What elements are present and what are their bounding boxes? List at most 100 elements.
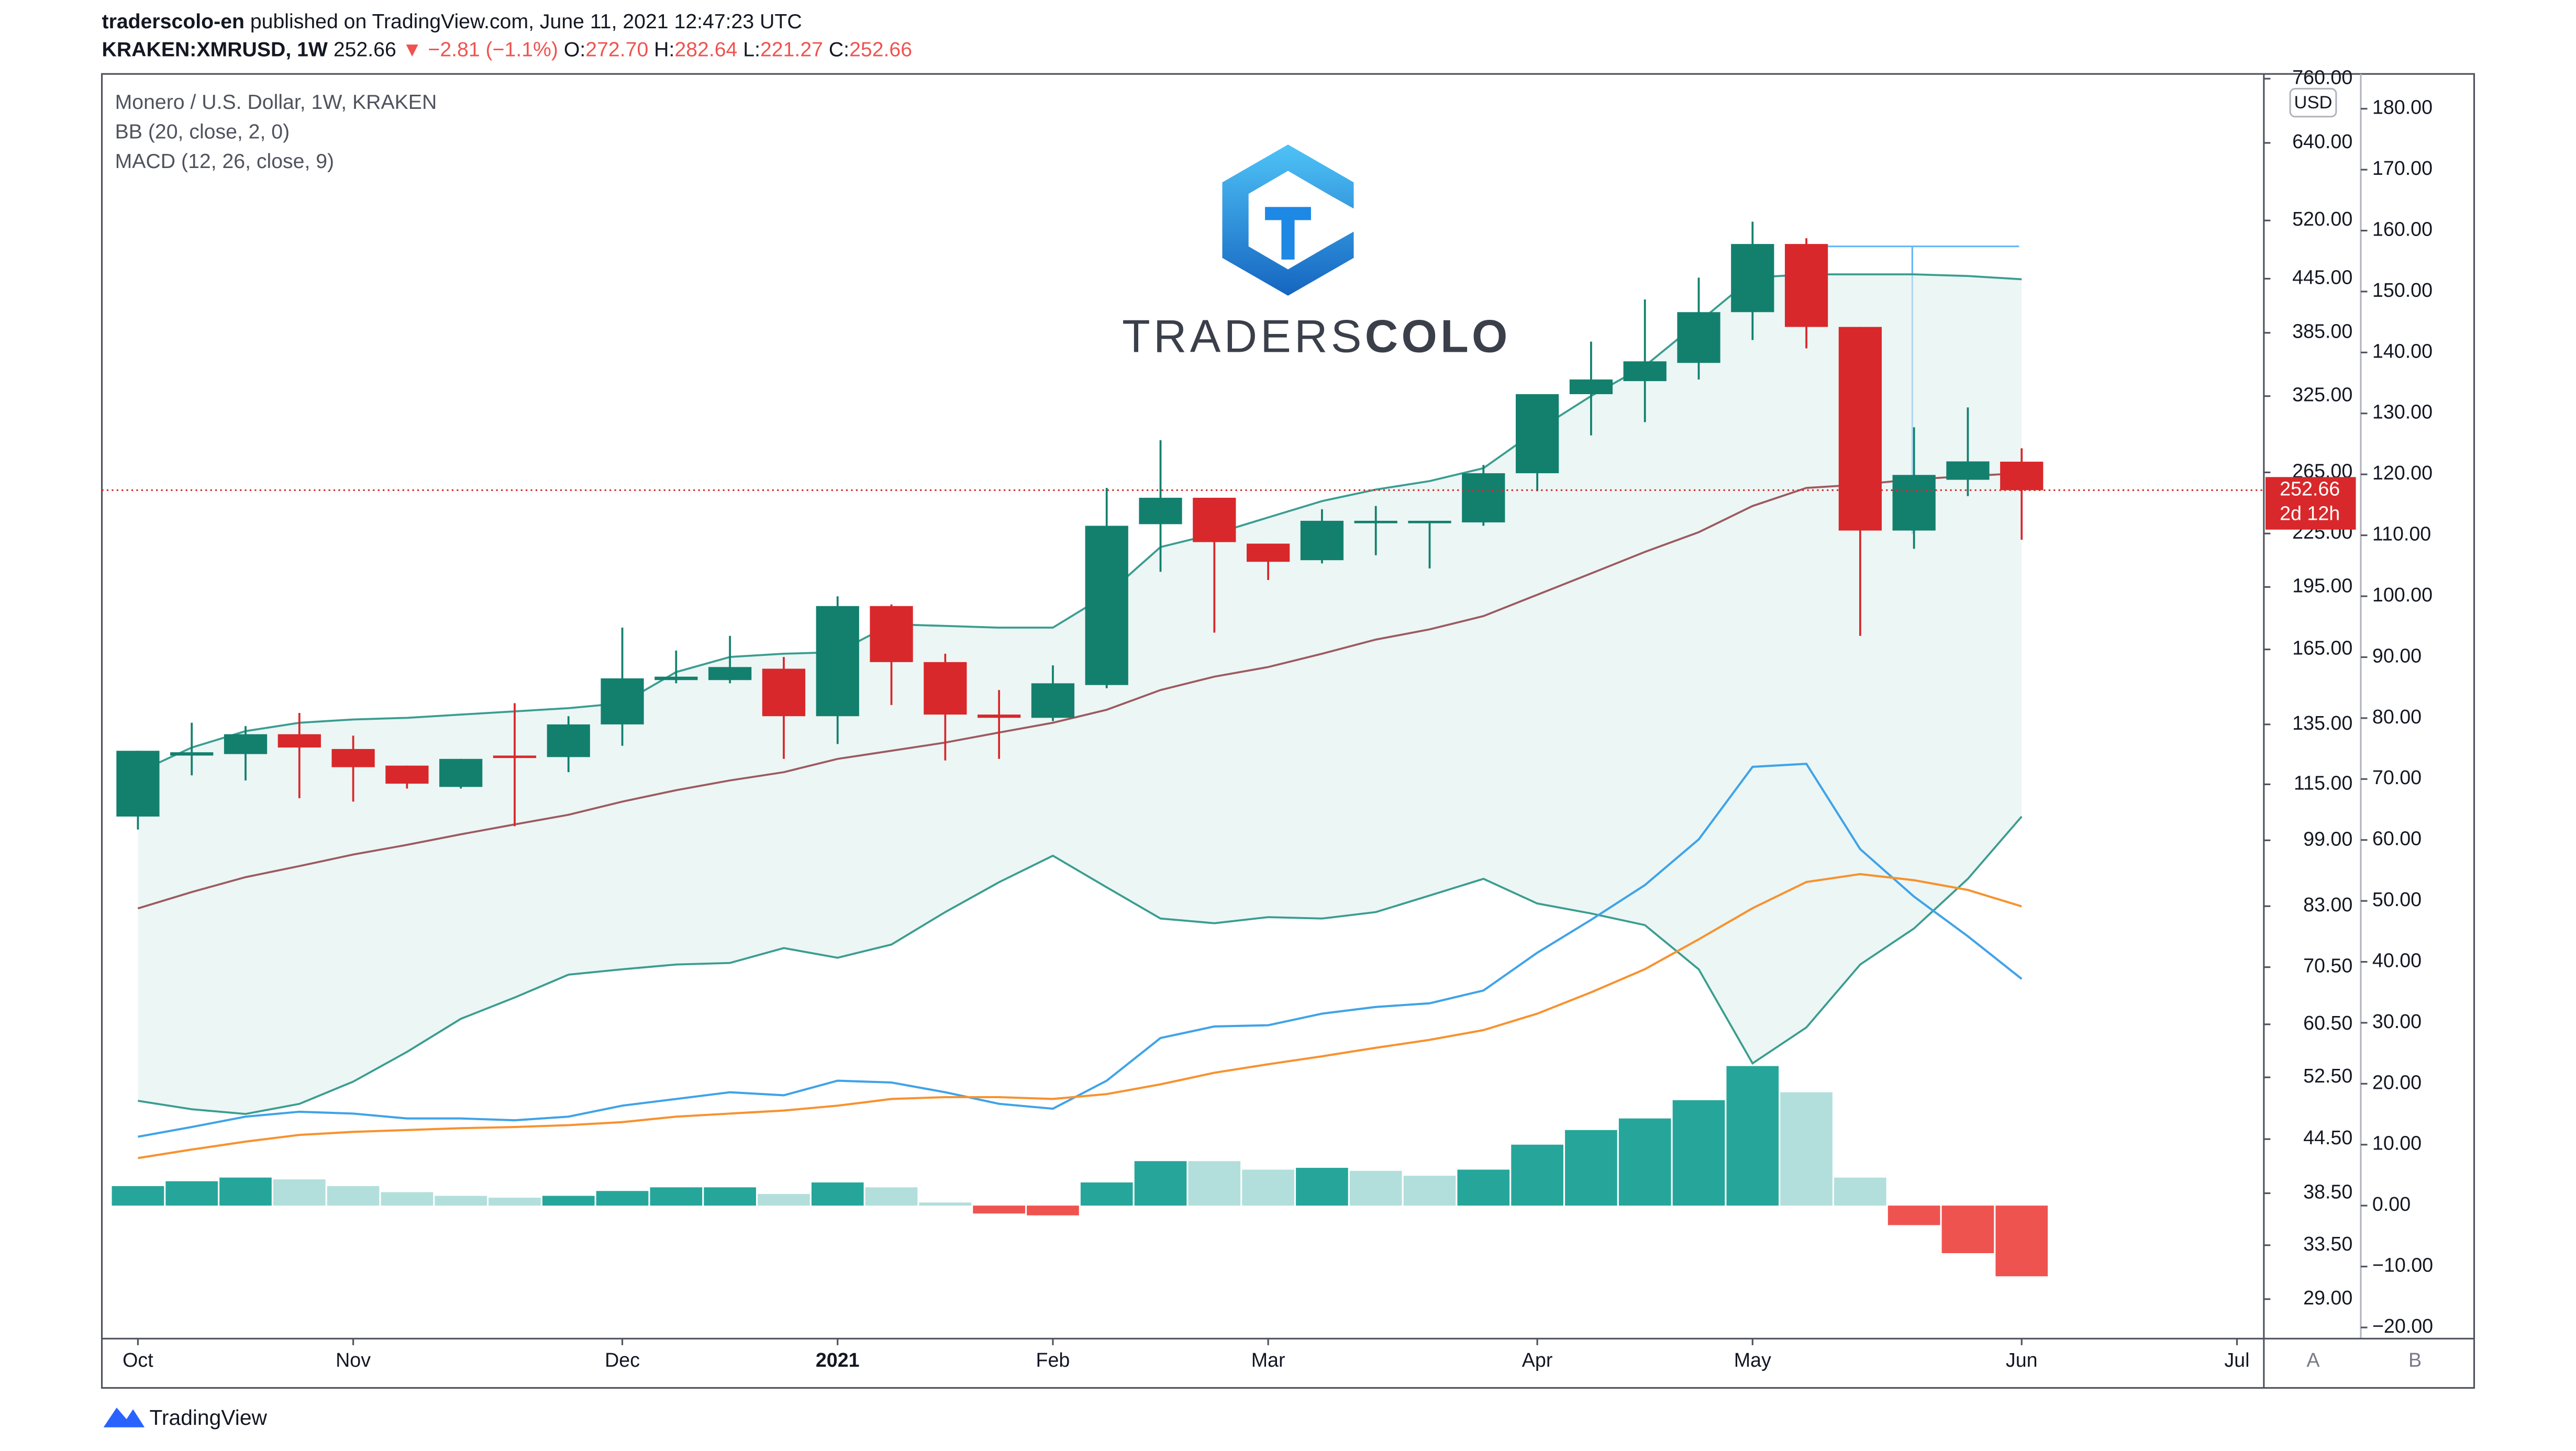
y2-tick-label: 130.00: [2372, 401, 2433, 423]
candle-body: [1838, 327, 1882, 531]
published: published on TradingView.com, June 11, 2…: [250, 10, 802, 33]
publisher: traderscolo-en: [102, 10, 245, 33]
candle-body: [547, 724, 590, 757]
countdown: 2d 12h: [2280, 502, 2340, 524]
legend-macd: MACD (12, 26, close, 9): [115, 150, 334, 173]
ohlc-key: O:: [564, 38, 585, 61]
candle-body: [224, 734, 268, 754]
candle-body: [1677, 312, 1720, 363]
y-tick-label: 83.00: [2303, 894, 2352, 916]
candle-body: [654, 676, 698, 680]
y-tick-label: 760.00: [2292, 66, 2352, 88]
y-tick-label: 38.50: [2303, 1181, 2352, 1203]
candle-body: [924, 662, 967, 715]
candle-body: [1731, 244, 1774, 312]
ohlc-value: 221.27: [760, 38, 823, 61]
publish-line: traderscolo-en published on TradingView.…: [102, 10, 802, 33]
ohlc-value: 282.64: [674, 38, 737, 61]
logo: [1222, 144, 1354, 296]
footer: TradingView: [150, 1405, 268, 1430]
candle-body: [493, 755, 537, 758]
x-tick-label: Jun: [2006, 1349, 2038, 1371]
candle-body: [1623, 361, 1667, 382]
candle-body: [1569, 379, 1613, 395]
axis-button[interactable]: B: [2408, 1349, 2422, 1371]
currency: USD: [2294, 93, 2333, 113]
x-tick-label: May: [1734, 1349, 1771, 1371]
candle-body: [978, 715, 1021, 718]
histogram-bar: [219, 1177, 272, 1206]
axis-button[interactable]: A: [2306, 1349, 2320, 1371]
x-tick-label: Mar: [1251, 1349, 1285, 1371]
plot-area: [102, 221, 2264, 1277]
y2-tick-label: 30.00: [2372, 1010, 2422, 1032]
legend-bb: BB (20, close, 2, 0): [115, 120, 290, 143]
candle-body: [116, 751, 160, 817]
y-tick-label: 445.00: [2292, 266, 2352, 288]
footer-logo: [103, 1408, 145, 1427]
histogram-bar: [865, 1187, 918, 1206]
x-tick-label: Oct: [123, 1349, 153, 1371]
histogram-bar: [165, 1181, 218, 1206]
y-tick-label: 195.00: [2292, 574, 2352, 596]
candle-body: [331, 749, 375, 767]
ohlc-value: 252.66: [849, 38, 912, 61]
y2-tick-label: 20.00: [2372, 1071, 2422, 1093]
y2-tick-label: 80.00: [2372, 706, 2422, 728]
frame: [101, 73, 2475, 1389]
watermark-light: TRADERS: [1122, 310, 1365, 362]
candle-body: [1246, 543, 1290, 562]
x-tick-label: Jul: [2224, 1349, 2249, 1371]
watermark-bold: COLO: [1365, 310, 1511, 362]
symbol-line: KRAKEN:XMRUSD, 1W 252.66 ▼ −2.81 (−1.1%)…: [102, 38, 913, 61]
y2-tick-label: −10.00: [2372, 1254, 2433, 1276]
ohlc-key: C:: [829, 38, 849, 61]
y2-tick-label: 0.00: [2372, 1193, 2411, 1215]
histogram-bar: [1995, 1206, 2048, 1277]
signal-line: [138, 873, 2022, 1159]
symbol: KRAKEN:XMRUSD, 1W: [102, 38, 328, 61]
y-tick-label: 115.00: [2294, 772, 2352, 794]
legend-title: Monero / U.S. Dollar, 1W, KRAKEN: [115, 91, 437, 114]
histogram-bar: [1457, 1169, 1510, 1206]
y2-tick-label: 70.00: [2372, 766, 2422, 788]
y-tick-label: 60.50: [2303, 1012, 2352, 1034]
y2-tick-label: 160.00: [2372, 218, 2433, 240]
last-price: 252.66: [334, 38, 396, 61]
candle-body: [170, 752, 214, 756]
currency-box: [2289, 87, 2337, 118]
candle-body: [277, 734, 321, 748]
histogram-bar: [758, 1194, 810, 1206]
y2-tick-label: 120.00: [2372, 462, 2433, 484]
bb-lower: [138, 816, 2023, 1115]
macd-line: [138, 763, 2023, 1138]
bb-basis: [137, 472, 2022, 910]
candle-body: [1139, 497, 1182, 524]
change: ▼ −2.81 (−1.1%): [402, 38, 558, 61]
candle-body: [1085, 526, 1128, 685]
ohlc-key: L:: [743, 38, 760, 61]
last-price-label: 252.66: [2280, 477, 2340, 499]
y2-tick-label: 170.00: [2372, 157, 2433, 179]
y2-tick-label: −20.00: [2372, 1315, 2433, 1337]
histogram-bar: [1080, 1182, 1133, 1206]
y2-tick-label: 180.00: [2372, 96, 2433, 118]
candle-body: [1515, 394, 1559, 474]
y-tick-label: 165.00: [2292, 637, 2352, 659]
ohlc-key: H:: [654, 38, 674, 61]
histogram-bar: [1834, 1177, 1886, 1206]
histogram-bar: [650, 1187, 703, 1206]
y-tick-label: 520.00: [2292, 208, 2352, 230]
histogram-bar: [112, 1186, 164, 1206]
band-fill: [138, 274, 2022, 1114]
histogram-bar: [1618, 1118, 1671, 1206]
histogram-bar: [704, 1187, 756, 1206]
histogram-bar: [327, 1186, 380, 1206]
y2-tick-label: 60.00: [2372, 828, 2422, 850]
histogram-bar: [811, 1182, 864, 1206]
y2-tick-label: 10.00: [2372, 1132, 2422, 1154]
histogram-bar: [1565, 1130, 1617, 1206]
y2-tick-label: 50.00: [2372, 888, 2422, 910]
logo: [1265, 207, 1311, 260]
